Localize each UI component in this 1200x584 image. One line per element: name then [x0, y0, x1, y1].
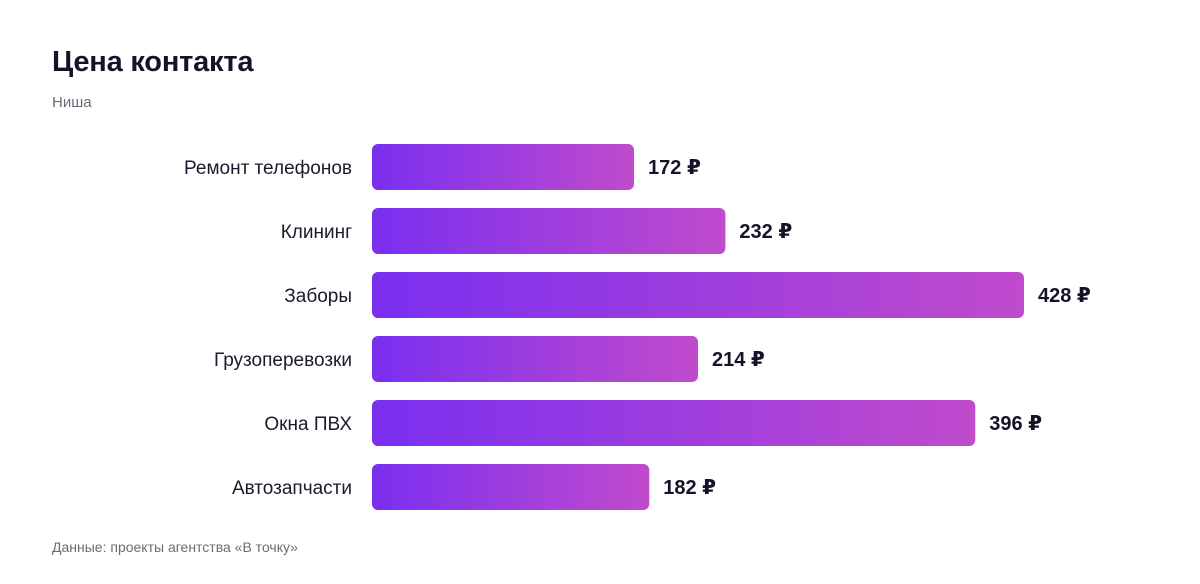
value-label: 172 ₽ — [648, 157, 701, 179]
category-label: Автозапчасти — [232, 478, 352, 499]
category-label: Грузоперевозки — [214, 350, 352, 371]
value-label: 214 ₽ — [712, 349, 765, 371]
source-note: Данные: проекты агентства «В точку» — [52, 539, 298, 555]
category-label: Ремонт телефонов — [184, 158, 352, 179]
bar — [372, 464, 650, 510]
bar — [372, 208, 726, 254]
bar — [372, 272, 1024, 318]
bar — [372, 144, 635, 190]
category-label: Заборы — [284, 286, 352, 307]
value-label: 428 ₽ — [1038, 285, 1091, 307]
value-label: 396 ₽ — [989, 413, 1042, 435]
bar — [372, 336, 698, 382]
category-label: Окна ПВХ — [264, 414, 352, 435]
chart-title: Цена контакта — [52, 46, 254, 78]
value-label: 232 ₽ — [739, 221, 792, 243]
bars-group: Ремонт телефонов 172 ₽ Клининг 232 ₽ Заборы 4… — [184, 144, 1091, 510]
value-label: 182 ₽ — [663, 477, 716, 499]
bar — [372, 400, 976, 446]
chart-subtitle: Ниша — [52, 94, 92, 111]
category-label: Клининг — [281, 222, 352, 243]
